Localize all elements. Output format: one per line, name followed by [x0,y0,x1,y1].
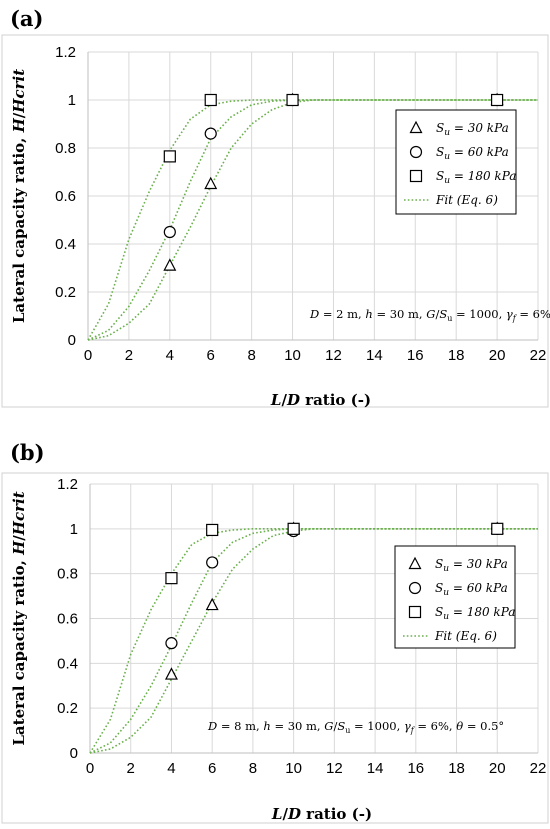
y-tick-label: 0 [70,745,78,762]
legend-marker-circle [409,145,423,159]
x-tick-label: 8 [247,347,255,364]
data-point-circle [206,556,219,569]
y-tick-label: 0.4 [55,236,76,253]
y-tick-label: 0.6 [57,611,78,628]
parameter-annotation: D = 8 m, h = 30 m, G/Su = 1000, γf = 6%,… [207,719,504,735]
x-tick-label: 2 [125,347,133,364]
data-point-triangle [204,176,218,190]
legend-marker-square [408,605,422,619]
legend-fit-label: Fit (Eq. 6) [434,629,497,643]
x-tick-label: 18 [448,347,465,364]
x-tick-label: 10 [285,760,302,777]
x-tick-label: 12 [325,347,342,364]
fit-curve [89,528,538,754]
legend-marker-square [409,169,423,183]
y-tick-label: 0.4 [57,655,78,672]
y-axis-label: Lateral capacity ratio, H/Hcrit [10,69,28,323]
y-axis-label: Lateral capacity ratio, H/Hcrit [10,491,28,745]
data-point-triangle [205,597,219,611]
x-tick-label: 20 [489,347,506,364]
data-point-square [204,93,217,107]
chart-frame [1,472,549,824]
legend-label: Su = 180 kPa [435,605,515,622]
chart-a: 0 2 4 6 8 10 12 14 16 18 20 22 0 0.2 0.4 0.6 0.8 1 1.2 Late… [1,34,550,409]
x-tick-label: 14 [366,347,383,364]
x-tick-label: 2 [127,760,135,777]
y-tick-label: 0.8 [57,566,78,583]
fit-curve [87,99,538,341]
x-tick-label: 22 [530,760,547,777]
x-tick-label: 18 [448,760,465,777]
legend-label: Su = 30 kPa [436,121,509,138]
chart-b: 0 2 4 6 8 10 12 14 16 18 20 22 0 0.2 0.4 0.6 0.8 1 1.2 Late… [1,472,549,824]
data-point-square [491,522,504,535]
data-point-square [286,93,299,107]
y-tick-label: 1 [70,521,78,538]
parameter-annotation: D = 2 m, h = 30 m, G/Su = 1000, γf = 6%,… [309,307,550,323]
legend-label: Su = 30 kPa [435,557,508,574]
x-tick-label: 8 [249,760,257,777]
legend-label: Su = 60 kPa [435,581,508,598]
panel-label-b: (b) [10,440,45,465]
data-point-square [165,572,178,585]
x-tick-label: 0 [84,347,92,364]
y-tick-label: 0.6 [55,188,76,205]
y-tick-label: 1.2 [57,476,78,493]
data-point-triangle [163,258,177,271]
y-tick-label: 0.8 [55,140,76,157]
x-tick-label: 12 [326,760,343,777]
x-tick-label: 20 [489,760,506,777]
x-tick-label: 6 [207,347,215,364]
y-tick-label: 1 [68,92,76,109]
legend-label: Su = 60 kPa [436,145,509,162]
y-tick-label: 0 [68,332,76,349]
x-tick-label: 6 [208,760,216,777]
data-point-square [206,523,219,537]
legend-fit-label: Fit (Eq. 6) [435,193,498,207]
legend-marker-triangle [409,120,423,134]
x-axis-label: L/D ratio (-) [270,391,371,409]
y-tick-label: 0.2 [57,700,78,717]
data-point-circle [204,127,217,140]
legend-marker-circle [408,581,422,595]
legend-marker-triangle [408,556,422,570]
x-tick-label: 16 [407,760,424,777]
chart-frame [1,34,549,408]
y-tick-label: 0.2 [55,284,76,301]
x-tick-label: 4 [167,760,175,777]
panel-label-a: (a) [10,6,44,31]
legend-label: Su = 180 kPa [436,169,516,186]
fit-curve [89,528,538,754]
x-tick-label: 0 [86,760,94,777]
data-point-square [163,150,176,163]
x-tick-label: 22 [530,347,547,364]
data-point-circle [165,637,178,650]
data-point-circle [163,225,176,239]
x-tick-label: 4 [166,347,174,364]
data-point-square [490,93,504,107]
x-tick-label: 14 [367,760,384,777]
x-tick-label: 10 [284,347,301,364]
x-tick-label: 16 [407,347,424,364]
x-axis-label: L/D ratio (-) [271,805,372,823]
data-point-triangle [164,667,178,680]
y-tick-label: 1.2 [55,44,76,61]
data-point-square [287,522,300,535]
